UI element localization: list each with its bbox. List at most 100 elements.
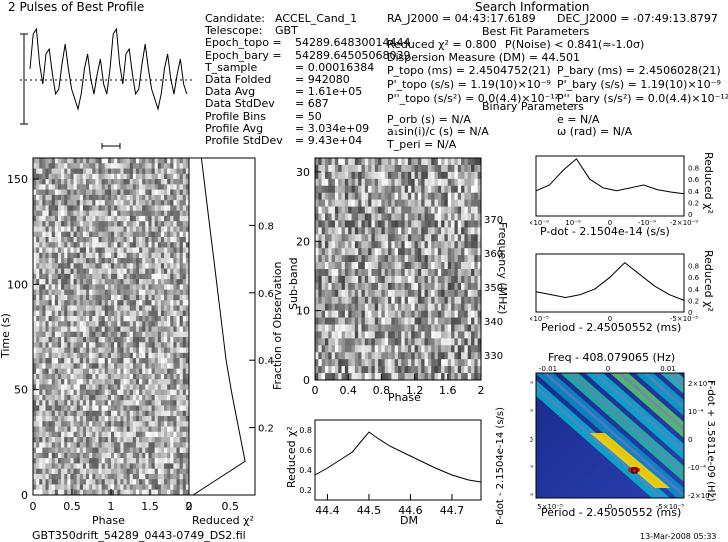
subband-cell bbox=[358, 213, 362, 221]
greyscale-cell bbox=[107, 358, 112, 364]
greyscale-cell bbox=[173, 373, 177, 380]
greyscale-cell bbox=[151, 426, 155, 433]
greyscale-cell bbox=[176, 194, 180, 201]
greyscale-cell bbox=[157, 489, 162, 496]
greyscale-cell bbox=[170, 200, 174, 206]
greyscale-cell bbox=[142, 447, 146, 454]
greyscale-cell bbox=[73, 416, 77, 422]
greyscale-cell bbox=[51, 379, 56, 385]
subband-cell bbox=[334, 324, 339, 332]
greyscale-cell bbox=[98, 363, 102, 369]
greyscale-cell bbox=[135, 263, 140, 269]
greyscale-cell bbox=[176, 358, 180, 364]
greyscale-cell bbox=[117, 184, 121, 190]
subband-cell bbox=[388, 241, 392, 249]
greyscale-cell bbox=[61, 231, 65, 238]
greyscale-cell bbox=[95, 300, 99, 306]
subband-cell bbox=[457, 345, 462, 353]
greyscale-cell bbox=[111, 210, 115, 217]
greyscale-cell bbox=[67, 421, 71, 427]
greyscale-cell bbox=[117, 194, 121, 201]
greyscale-cell bbox=[135, 179, 140, 185]
greyscale-cell bbox=[139, 300, 143, 306]
subband-cell bbox=[414, 178, 419, 187]
greyscale-cell bbox=[107, 279, 112, 285]
greyscale-cell bbox=[139, 284, 143, 290]
greyscale-cell bbox=[64, 258, 68, 264]
greyscale-cell bbox=[33, 463, 37, 469]
subband-cell bbox=[348, 199, 352, 207]
greyscale-cell bbox=[176, 221, 180, 227]
greyscale-cell bbox=[135, 463, 140, 469]
subband-cell bbox=[344, 338, 349, 346]
subband-cell bbox=[341, 158, 346, 166]
subband-cell bbox=[394, 213, 399, 221]
greyscale-cell bbox=[42, 463, 46, 469]
asini: a₁sin(i)/c (s) = N/A bbox=[387, 125, 489, 138]
subband-cell bbox=[414, 220, 419, 228]
subband-cell bbox=[351, 213, 356, 221]
greyscale-cell bbox=[164, 221, 168, 227]
subband-cell bbox=[457, 359, 462, 367]
greyscale-cell bbox=[89, 347, 93, 354]
greyscale-cell bbox=[51, 326, 56, 333]
subband-cell bbox=[354, 289, 359, 298]
subband-cell bbox=[471, 248, 475, 256]
greyscale-cell bbox=[157, 473, 162, 480]
greyscale-cell bbox=[39, 226, 43, 233]
greyscale-cell bbox=[64, 394, 68, 401]
subband-cell bbox=[467, 366, 472, 374]
greyscale-cell bbox=[176, 473, 180, 480]
greyscale-cell bbox=[139, 310, 143, 317]
subband-cell bbox=[401, 275, 405, 284]
greyscale-cell bbox=[51, 200, 56, 206]
greyscale-cell bbox=[145, 158, 149, 164]
greyscale-cell bbox=[89, 221, 93, 227]
subband-cell bbox=[431, 373, 435, 381]
subband-cell bbox=[461, 164, 465, 173]
greyscale-cell bbox=[98, 173, 102, 180]
greyscale-cell bbox=[148, 173, 152, 180]
subband-cell bbox=[427, 269, 432, 277]
subband-cell bbox=[315, 199, 319, 207]
greyscale-cell bbox=[179, 326, 184, 333]
greyscale-cell bbox=[70, 315, 74, 322]
greyscale-cell bbox=[182, 321, 187, 327]
greyscale-cell bbox=[173, 473, 177, 480]
greyscale-cell bbox=[164, 194, 168, 201]
subband-cell bbox=[421, 164, 425, 173]
greyscale-cell bbox=[33, 431, 37, 438]
greyscale-cell bbox=[117, 258, 121, 264]
subband-cell bbox=[407, 282, 412, 291]
subband-cell bbox=[401, 213, 405, 221]
greyscale-cell bbox=[160, 337, 165, 343]
greyscale-cell bbox=[167, 479, 171, 485]
greyscale-cell bbox=[154, 158, 159, 164]
greyscale-cell bbox=[145, 426, 149, 433]
greyscale-cell bbox=[132, 468, 137, 475]
greyscale-cell bbox=[82, 231, 87, 238]
greyscale-cell bbox=[70, 447, 74, 454]
greyscale-cell bbox=[54, 310, 59, 317]
greyscale-cell bbox=[67, 473, 71, 480]
subband-cell bbox=[331, 373, 336, 381]
greyscale-cell bbox=[117, 384, 121, 390]
subband-cell bbox=[411, 324, 415, 332]
subband-cell bbox=[454, 345, 459, 353]
greyscale-cell bbox=[176, 205, 180, 211]
phase-xtick-label: 1 bbox=[108, 500, 115, 513]
subband-cell bbox=[401, 220, 405, 228]
subband-cell bbox=[331, 199, 336, 207]
greyscale-cell bbox=[154, 194, 159, 201]
greyscale-cell bbox=[170, 221, 174, 227]
subband-cell bbox=[451, 296, 455, 304]
subband-cell bbox=[411, 282, 415, 291]
greyscale-cell bbox=[54, 373, 59, 380]
subband-cell bbox=[437, 158, 442, 166]
greyscale-cell bbox=[126, 231, 131, 238]
greyscale-cell bbox=[120, 273, 124, 280]
subband-xtick-label: 0.8 bbox=[373, 384, 391, 397]
subband-cell bbox=[361, 282, 366, 291]
greyscale-cell bbox=[48, 358, 53, 364]
subband-cell bbox=[407, 345, 412, 353]
